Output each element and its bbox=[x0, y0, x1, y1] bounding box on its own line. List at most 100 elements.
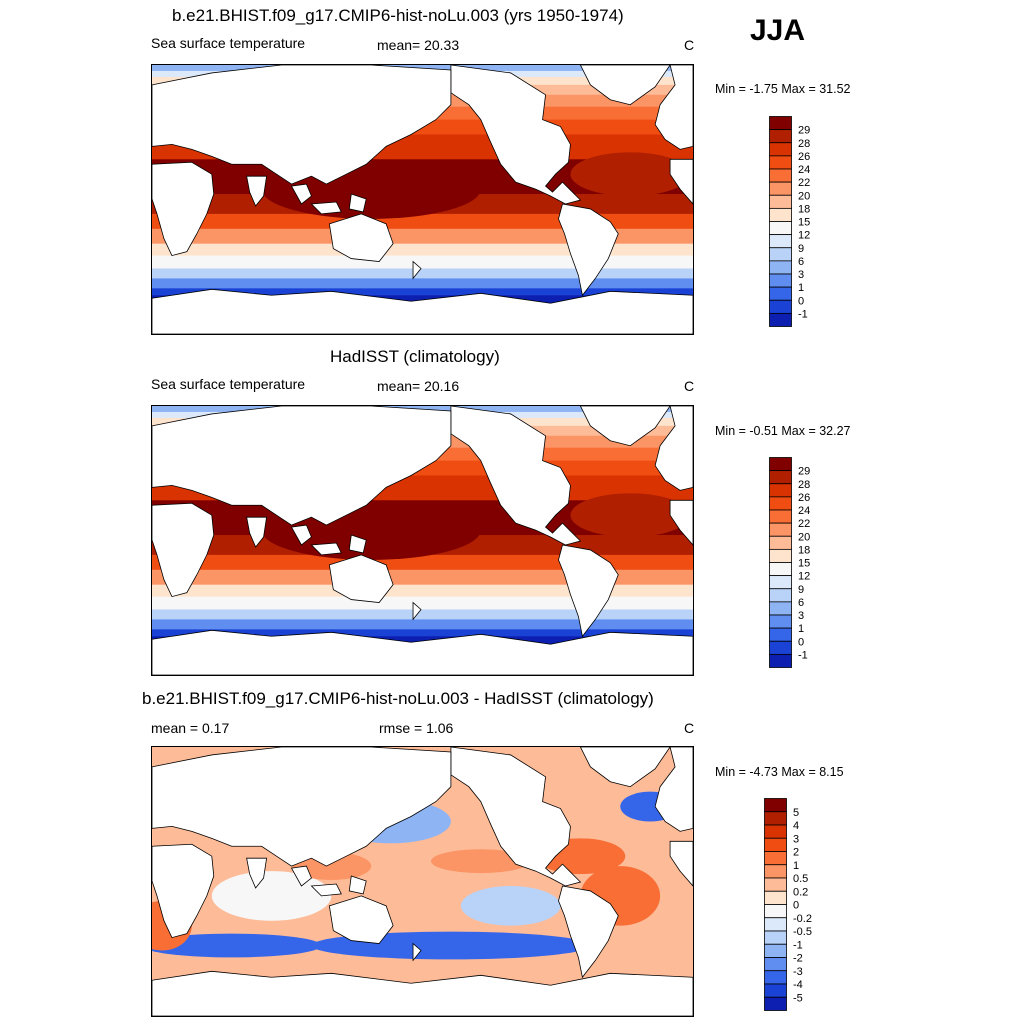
landmass bbox=[558, 203, 619, 297]
panel-obs-title: HadISST (climatology) bbox=[330, 347, 500, 366]
landmass bbox=[152, 970, 693, 1016]
landmass bbox=[246, 175, 268, 207]
anomaly-region bbox=[430, 849, 531, 874]
colorbar-tick-label: 26 bbox=[798, 151, 810, 163]
sst-band bbox=[152, 569, 693, 586]
colorbar-swatch bbox=[769, 483, 792, 498]
colorbar-tick-label: 5 bbox=[793, 807, 799, 819]
panel-diff-title: b.e21.BHIST.f09_g17.CMIP6-hist-noLu.003 … bbox=[142, 689, 654, 708]
landmass bbox=[412, 260, 422, 280]
colorbar-tick-label: 20 bbox=[798, 190, 810, 202]
colorbar-tick-label: -0.2 bbox=[793, 913, 812, 925]
colorbar-swatch bbox=[764, 943, 787, 958]
panel-diff-rmse: rmse = 1.06 bbox=[379, 720, 454, 736]
colorbar-tick-label: 15 bbox=[798, 217, 810, 229]
colorbar-swatch bbox=[769, 535, 792, 550]
landmass bbox=[558, 885, 619, 979]
sst-band bbox=[152, 213, 693, 230]
colorbar-tick-label: -2 bbox=[793, 953, 803, 965]
colorbar-swatch bbox=[769, 496, 792, 511]
colorbar-tick-label: 3 bbox=[793, 833, 799, 845]
colorbar-tick-label: 9 bbox=[798, 584, 804, 596]
colorbar-swatch bbox=[764, 824, 787, 839]
sst-map-diff bbox=[152, 747, 693, 1016]
sst-band bbox=[152, 288, 693, 296]
colorbar-swatch bbox=[769, 221, 792, 236]
colorbar-swatch bbox=[764, 811, 787, 826]
panel-obs-units: C bbox=[684, 378, 695, 394]
colorbar-swatch bbox=[769, 194, 792, 209]
landmass bbox=[310, 201, 342, 215]
landmass bbox=[152, 288, 693, 334]
colorbar-tick-label: 2 bbox=[793, 847, 799, 859]
landmass bbox=[412, 601, 422, 621]
colorbar-tick-label: 0 bbox=[793, 900, 799, 912]
landmass bbox=[152, 747, 452, 867]
sst-band bbox=[152, 596, 693, 610]
colorbar-tick-label: -4 bbox=[793, 979, 803, 991]
landmass bbox=[450, 65, 582, 205]
colorbar-swatch bbox=[769, 286, 792, 301]
panel-diff-mean: mean = 0.17 bbox=[151, 720, 230, 736]
colorbar-tick-label: 15 bbox=[798, 558, 810, 570]
colorbar-tick-label: 18 bbox=[798, 203, 810, 215]
landmass bbox=[246, 516, 268, 548]
season-label: JJA bbox=[750, 14, 806, 47]
panel-model-mean: mean= 20.33 bbox=[377, 37, 460, 53]
colorbar-swatch bbox=[764, 957, 787, 972]
panel-model-left-label: Sea surface temperature bbox=[151, 35, 306, 51]
colorbar-tick-label: 22 bbox=[798, 518, 810, 530]
landmass bbox=[579, 406, 671, 447]
colorbar-tick-label: 6 bbox=[798, 597, 804, 609]
colorbar-swatch bbox=[769, 181, 792, 196]
colorbar-swatch bbox=[764, 983, 787, 998]
colorbar-swatch bbox=[769, 247, 792, 262]
sst-band bbox=[152, 609, 693, 620]
colorbar-swatch bbox=[769, 601, 792, 616]
colorbar-swatch bbox=[764, 996, 787, 1011]
landmass bbox=[328, 213, 394, 262]
anomaly-region bbox=[291, 852, 372, 881]
landmass bbox=[152, 65, 452, 185]
colorbar-swatch bbox=[769, 168, 792, 183]
landmass bbox=[654, 406, 693, 491]
colorbar-swatch bbox=[769, 522, 792, 537]
landmass bbox=[669, 158, 693, 205]
colorbar-tick-label: 6 bbox=[798, 256, 804, 268]
colorbar-tick-label: 22 bbox=[798, 177, 810, 189]
colorbar-swatch bbox=[769, 509, 792, 524]
panel-obs-map bbox=[151, 405, 694, 676]
landmass bbox=[328, 895, 394, 944]
landmass bbox=[328, 554, 394, 603]
anomaly-region bbox=[152, 933, 322, 958]
colorbar-tick-label: 4 bbox=[793, 820, 799, 832]
colorbar-tick-label: 1 bbox=[793, 860, 799, 872]
colorbar-swatch bbox=[769, 562, 792, 577]
sst-band bbox=[152, 243, 693, 257]
panel-diff-minmax: Min = -4.73 Max = 8.15 bbox=[715, 765, 844, 779]
landmass bbox=[152, 629, 693, 675]
landmass bbox=[152, 502, 215, 598]
colorbar-swatch bbox=[764, 904, 787, 919]
colorbar-swatch bbox=[764, 837, 787, 852]
colorbar-tick-label: 0 bbox=[798, 295, 804, 307]
landmass bbox=[310, 883, 342, 897]
colorbar-tick-label: 24 bbox=[798, 164, 810, 176]
colorbar-tick-label: 0 bbox=[798, 636, 804, 648]
colorbar-swatch bbox=[769, 640, 792, 655]
sst-band bbox=[152, 228, 693, 245]
sst-band bbox=[152, 255, 693, 269]
colorbar-swatch bbox=[769, 273, 792, 288]
sst-band bbox=[152, 584, 693, 598]
landmass bbox=[152, 161, 215, 257]
landmass bbox=[450, 406, 582, 546]
colorbar-swatch bbox=[764, 890, 787, 905]
landmass bbox=[348, 534, 367, 554]
panel-diff-colorbar: 5 4 3 2 1 0.5 0.2 0 -0.2 -0.5 -1 -2 -3 -4 -5 bbox=[764, 798, 834, 1012]
colorbar-swatch bbox=[769, 470, 792, 485]
panel-obs-mean: mean= 20.16 bbox=[377, 378, 460, 394]
panel-model-colorbar: 29 28 26 24 22 20 18 15 12 9 6 3 1 0 -1 bbox=[769, 116, 839, 328]
colorbar-tick-label: 29 bbox=[798, 466, 810, 478]
colorbar-tick-label: 0.2 bbox=[793, 886, 808, 898]
colorbar-tick-label: -0.5 bbox=[793, 926, 812, 938]
